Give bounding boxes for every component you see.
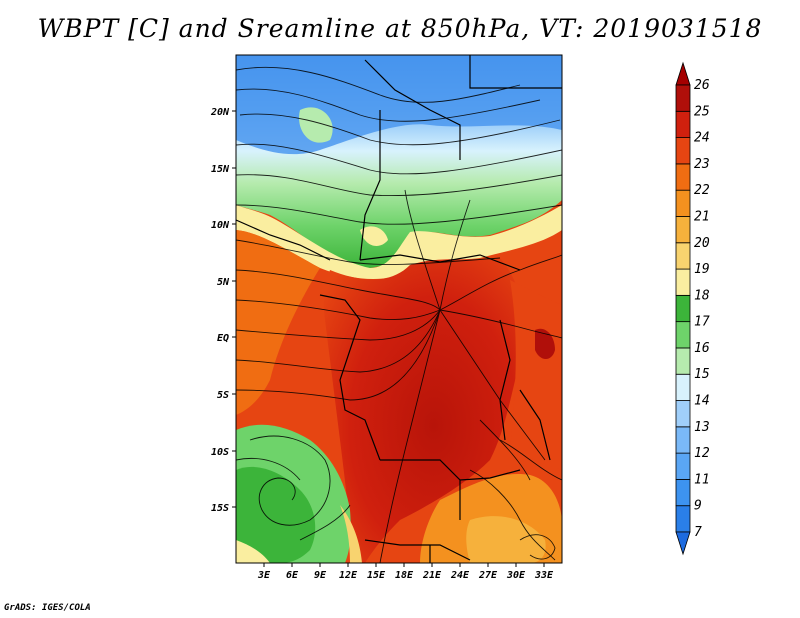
longitude-axis: 3E 6E 9E 12E 15E 18E 21E 24E 27E 30E 33E <box>257 563 554 581</box>
colorbar-label: 15 <box>694 367 710 382</box>
colorbar-label: 25 <box>694 104 710 119</box>
lon-label: 30E <box>506 570 526 581</box>
lat-label: 15S <box>211 503 229 514</box>
colorbar-segment <box>675 400 691 428</box>
colorbar-label: 22 <box>694 183 710 198</box>
lat-label: 20N <box>210 107 230 118</box>
colorbar-label: 13 <box>694 420 710 435</box>
lon-label: 3E <box>257 570 271 581</box>
colorbar-segment <box>675 242 691 270</box>
lat-label: 15N <box>211 164 230 175</box>
colorbar-segment <box>675 452 691 480</box>
colorbar-label: 19 <box>694 262 710 277</box>
colorbar-segment <box>675 294 691 323</box>
lon-label: 18E <box>395 570 414 581</box>
lon-label: 6E <box>286 570 299 581</box>
temperature-field <box>236 55 562 563</box>
streamlines <box>236 66 562 563</box>
colorbar-segment <box>675 110 691 138</box>
colorbar-segment <box>675 216 691 244</box>
lon-label: 24E <box>450 570 470 581</box>
map-frame <box>235 54 563 564</box>
colorbar-label: 18 <box>694 288 710 303</box>
lat-label: EQ <box>217 333 229 344</box>
colorbar-segment <box>675 137 691 165</box>
colorbar-label: 23 <box>694 157 710 172</box>
lon-label: 12E <box>339 570 358 581</box>
lon-label: 9E <box>314 570 327 581</box>
colorbar-segment <box>675 268 691 296</box>
colorbar-label: 16 <box>694 341 710 356</box>
lon-label: 33E <box>534 570 554 581</box>
colorbar-label: 17 <box>694 315 710 330</box>
lon-label: 21E <box>422 570 442 581</box>
colorbar-segment <box>675 163 691 191</box>
colorbar: 7 9 11 12 13 14 15 16 17 18 19 20 21 22 23 24 25 26 <box>675 61 710 556</box>
colorbar-label: 11 <box>694 472 710 487</box>
colorbar-label: 21 <box>694 209 710 224</box>
colorbar-label: 7 <box>694 525 702 540</box>
lat-label: 5S <box>217 390 229 401</box>
map-title: WBPT [C] and Sreamline at 850hPa, VT: 20… <box>37 14 763 43</box>
colorbar-segment <box>675 347 691 375</box>
colorbar-label: 12 <box>694 446 710 461</box>
colorbar-segment <box>675 479 691 507</box>
colorbar-label: 26 <box>694 78 710 93</box>
colorbar-min-triangle <box>675 531 691 556</box>
credit-text: GrADS: IGES/COLA <box>4 603 91 613</box>
lon-label: 27E <box>478 570 498 581</box>
lat-label: 5N <box>217 277 230 288</box>
lat-label: 10S <box>211 447 229 458</box>
colorbar-segment <box>675 321 691 349</box>
colorbar-label: 20 <box>694 236 710 251</box>
colorbar-segment <box>675 189 691 217</box>
colorbar-label: 24 <box>694 131 710 146</box>
colorbar-segment <box>675 426 691 454</box>
colorbar-segment <box>675 373 691 401</box>
colorbar-max-triangle <box>675 61 691 86</box>
country-borders <box>236 55 562 563</box>
colorbar-label: 14 <box>694 394 710 409</box>
colorbar-segment <box>675 505 691 533</box>
lat-label: 10N <box>211 220 230 231</box>
lon-label: 15E <box>367 570 386 581</box>
colorbar-segment <box>675 84 691 112</box>
colorbar-label: 9 <box>694 499 702 514</box>
latitude-axis: 20N 15N 10N 5N EQ 5S 10S 15S <box>210 107 236 514</box>
